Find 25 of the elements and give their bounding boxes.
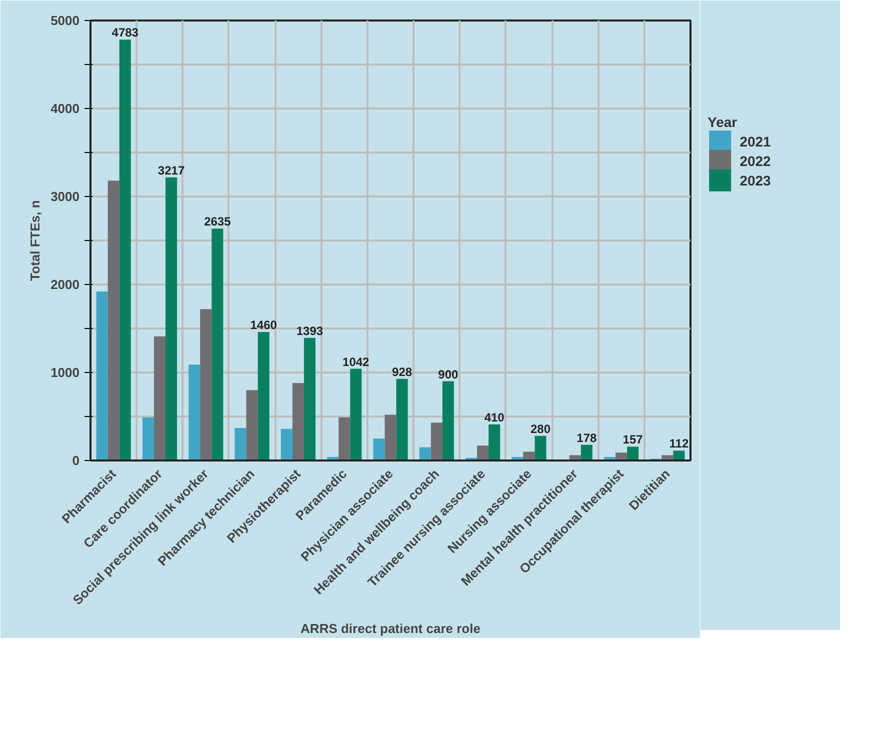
y-tick-label: 1000	[50, 365, 80, 380]
data-label: 1460	[250, 318, 278, 332]
data-label: 178	[576, 430, 597, 445]
data-label: 1042	[342, 354, 370, 369]
legend-label: 2023	[740, 172, 772, 188]
data-label: 3217	[158, 163, 185, 178]
data-label: 900	[438, 367, 459, 382]
legend-label: 2022	[740, 152, 772, 169]
data-label: 928	[392, 364, 412, 379]
data-label: 280	[530, 422, 551, 436]
data-label: 157	[622, 432, 644, 447]
legend-label: 2021	[740, 133, 772, 150]
y-tick-label: 5000	[50, 13, 80, 28]
y-tick-label: 0	[72, 453, 80, 468]
data-label: 4783	[112, 26, 139, 40]
data-label: 2635	[204, 214, 232, 229]
y-tick-label: 4000	[50, 101, 80, 116]
x-axis-title: ARRS direct patient care role	[300, 620, 480, 636]
y-tick-label: 2000	[50, 277, 80, 292]
data-label: 410	[484, 410, 505, 424]
y-axis-title: Total FTEs, n	[28, 200, 43, 281]
data-label: 112	[669, 436, 689, 451]
legend-title: Year	[708, 114, 738, 130]
y-tick-label: 3000	[50, 189, 80, 204]
data-label: 1393	[296, 324, 324, 338]
